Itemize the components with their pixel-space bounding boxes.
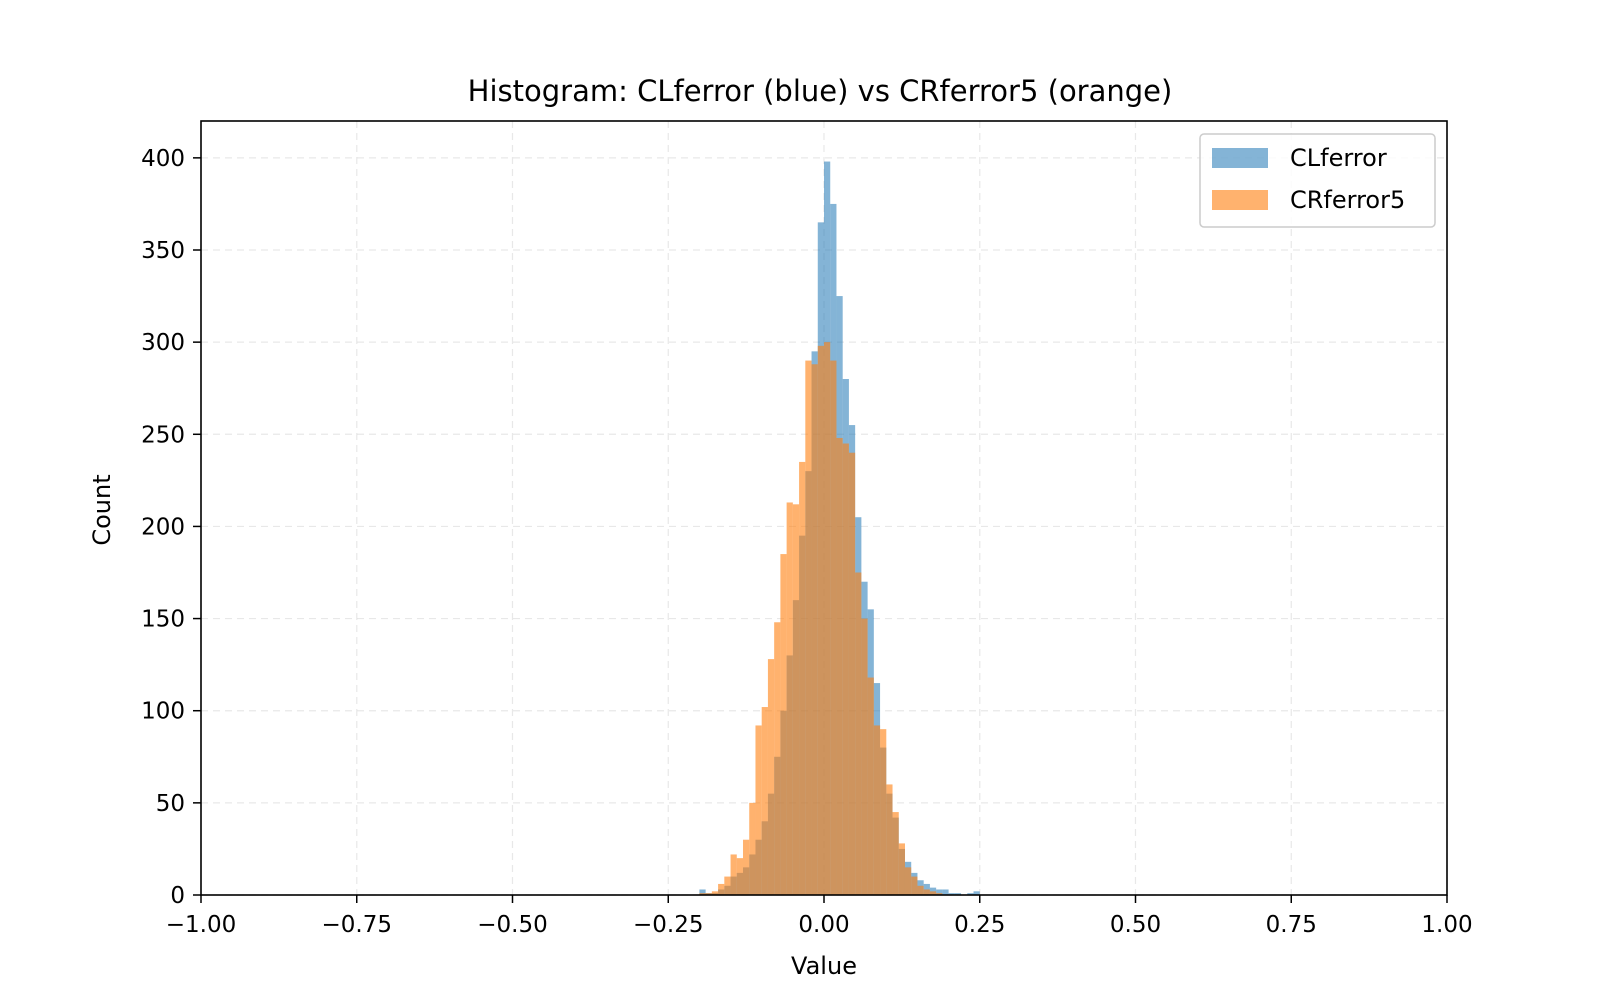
histogram-bar-crferror5 [873, 725, 881, 895]
histogram-bar-crferror5 [780, 554, 787, 895]
histogram-bar-clferror [936, 889, 943, 895]
y-tick-label: 0 [170, 883, 185, 909]
chart-title: Histogram: CLferror (blue) vs CRferror5 … [468, 74, 1173, 108]
histogram-bar-crferror5 [842, 443, 849, 895]
histogram-bar-crferror5 [799, 461, 806, 895]
x-tick-label: 0.00 [798, 912, 849, 938]
bars-layer [699, 161, 980, 896]
y-tick-label: 300 [141, 330, 185, 356]
histogram-bar-crferror5 [730, 854, 737, 895]
histogram-bar-crferror5 [711, 891, 719, 895]
x-tick-label: 1.00 [1421, 912, 1472, 938]
histogram-bar-crferror5 [904, 867, 912, 895]
legend-swatch-crferror5 [1212, 190, 1268, 210]
histogram-bar-crferror5 [817, 345, 824, 895]
legend-label-crferror5: CRferror5 [1290, 186, 1405, 214]
histogram-bar-crferror5 [936, 893, 943, 895]
y-tick-label: 150 [141, 607, 185, 633]
histogram-bar-crferror5 [743, 839, 750, 895]
series-crferror5 [699, 342, 943, 896]
histogram-bar-clferror [973, 891, 980, 895]
histogram-bar-crferror5 [929, 891, 937, 895]
histogram-bar-crferror5 [867, 677, 874, 895]
histogram-bar-crferror5 [917, 885, 924, 895]
histogram-bar-crferror5 [736, 858, 744, 895]
x-tick-label: 0.75 [1266, 912, 1317, 938]
histogram-bar-crferror5 [886, 784, 893, 895]
histogram-bar-crferror5 [792, 504, 800, 895]
histogram-bar-crferror5 [892, 812, 899, 895]
histogram-bar-crferror5 [898, 843, 905, 895]
x-tick-label: −0.75 [322, 912, 392, 938]
y-tick-label: 400 [141, 146, 185, 172]
y-axis-ticks: 0 50 100 150 200 250 300 350 400 [141, 146, 201, 909]
x-tick-label: 0.25 [954, 912, 1005, 938]
histogram-bar-crferror5 [718, 883, 725, 895]
x-tick-label: −0.50 [477, 912, 547, 938]
histogram-bar-crferror5 [699, 893, 706, 895]
histogram-bar-clferror [942, 889, 949, 895]
histogram-bar-clferror [699, 889, 706, 895]
histogram-bar-crferror5 [923, 889, 930, 895]
x-tick-label: −0.25 [633, 912, 703, 938]
y-tick-label: 50 [156, 791, 185, 817]
histogram-bar-crferror5 [855, 572, 862, 895]
histogram-bar-crferror5 [774, 622, 781, 895]
legend-swatch-clferror [1212, 148, 1268, 168]
histogram-bar-crferror5 [811, 364, 818, 895]
histogram-bar-crferror5 [705, 893, 712, 895]
y-tick-label: 100 [141, 699, 185, 725]
histogram-bar-crferror5 [911, 876, 918, 895]
histogram-bar-crferror5 [761, 707, 768, 895]
y-axis-label: Count [88, 474, 116, 545]
histogram-bar-crferror5 [848, 452, 856, 895]
histogram-bar-crferror5 [880, 729, 887, 895]
histogram-bar-crferror5 [755, 725, 762, 895]
histogram-bar-crferror5 [786, 502, 793, 895]
x-tick-label: −1.00 [166, 912, 236, 938]
x-axis-ticks: −1.00 −0.75 −0.50 −0.25 0.00 0.25 0.50 0.75 1.00 [166, 895, 1473, 938]
histogram-bar-clferror [967, 893, 974, 895]
legend-label-clferror: CLferror [1290, 144, 1387, 172]
histogram-bar-crferror5 [830, 360, 837, 896]
histogram-bar-clferror [948, 893, 955, 895]
x-tick-label: 0.50 [1110, 912, 1161, 938]
histogram-bar-crferror5 [767, 659, 775, 895]
histogram-bar-clferror [954, 893, 962, 895]
x-axis-label: Value [791, 952, 857, 980]
y-tick-label: 200 [141, 514, 185, 540]
y-tick-label: 350 [141, 238, 185, 264]
histogram-bar-crferror5 [724, 876, 731, 895]
histogram-bar-crferror5 [836, 437, 843, 895]
histogram-bar-crferror5 [749, 802, 756, 895]
histogram-bar-crferror5 [824, 342, 831, 896]
histogram-bar-crferror5 [861, 618, 868, 895]
legend: CLferror CRferror5 [1199, 133, 1436, 228]
y-tick-label: 250 [141, 422, 185, 448]
histogram-bar-crferror5 [805, 360, 812, 896]
